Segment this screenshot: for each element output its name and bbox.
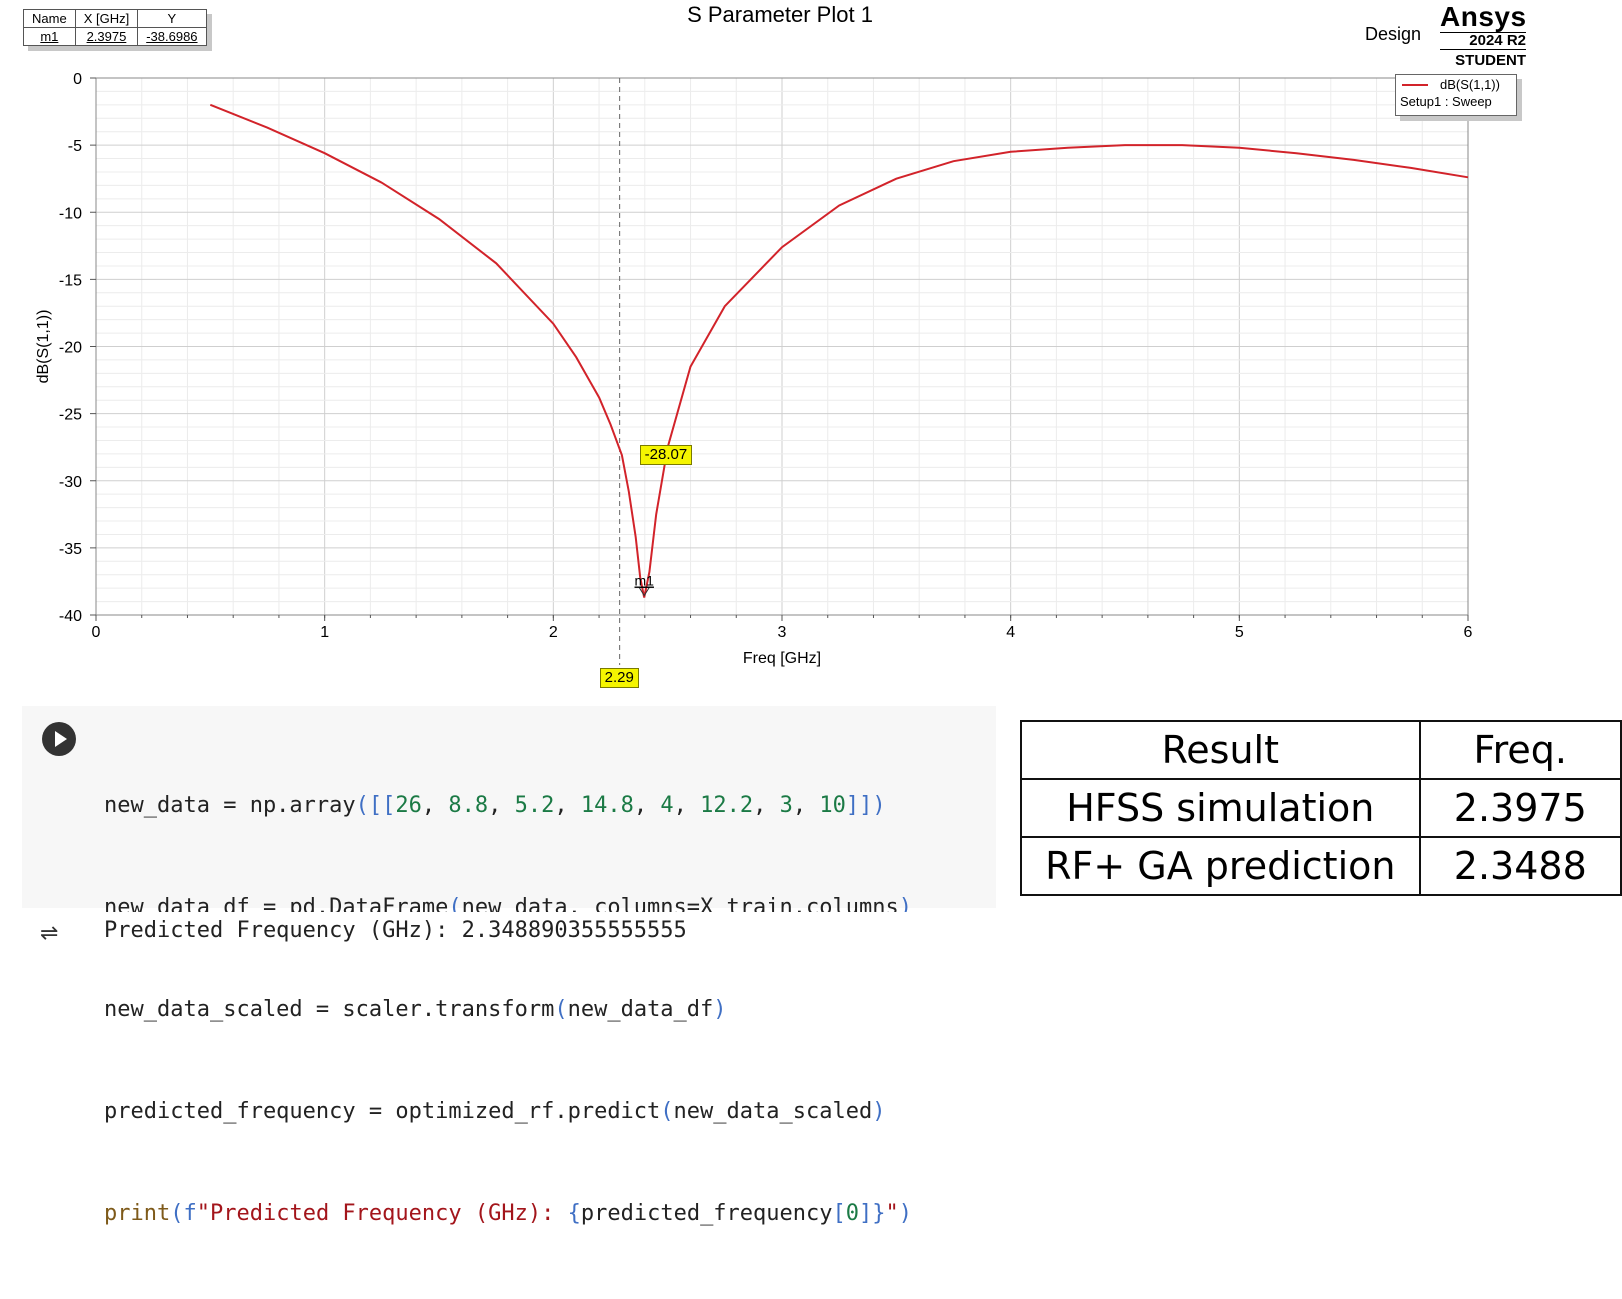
x-tick-label: 1 <box>320 624 329 641</box>
marker-name[interactable]: m1 <box>23 27 76 46</box>
result-row-label: RF+ GA prediction <box>1020 836 1421 896</box>
marker-label: m1 <box>635 573 655 589</box>
code-line-3: new_data_scaled = scaler.transform(new_d… <box>104 997 727 1022</box>
marker-table: Name X [GHz] Y m1 2.3975 -38.6986 <box>23 9 207 46</box>
result-table-header: Result Freq. <box>1020 720 1622 780</box>
series-line-dbs11[interactable] <box>209 103 1469 598</box>
legend-series-name: dB(S(1,1)) <box>1440 77 1500 92</box>
result-row-value: 2.3488 <box>1418 836 1622 896</box>
ansys-logo: Ansys 2024 R2 STUDENT <box>1440 2 1526 72</box>
x-axis-label: Freq [GHz] <box>743 650 821 667</box>
output-toggle-icon[interactable]: ⇌ <box>40 920 59 945</box>
result-row: HFSS simulation 2.3975 <box>1020 778 1622 838</box>
chart-grid <box>95 77 1469 616</box>
x-tick-label: 5 <box>1235 624 1244 641</box>
x-tick-label: 2 <box>549 624 558 641</box>
plot-title: S Parameter Plot 1 <box>687 2 873 27</box>
code-line-5: print(f"Predicted Frequency (GHz): {pred… <box>104 1201 913 1226</box>
marker-x-value: 2.3975 <box>74 27 139 46</box>
result-table: Result Freq. HFSS simulation 2.3975 RF+ … <box>1020 720 1622 896</box>
x-tick-label: 3 <box>778 624 787 641</box>
result-row-label: HFSS simulation <box>1020 778 1421 838</box>
code-cell[interactable]: new_data = np.array([[26, 8.8, 5.2, 14.8… <box>22 706 996 1226</box>
y-axis-label: dB(S(1,1)) <box>35 310 52 384</box>
marker-header-name: Name <box>23 9 76 28</box>
cursor-x-readout: 2.29 <box>599 668 639 688</box>
marker-triangle <box>638 587 651 597</box>
y-tick-label: -5 <box>68 138 82 155</box>
output-text: Predicted Frequency (GHz): 2.34889035555… <box>104 918 687 943</box>
marker-table-header: Name X [GHz] Y <box>23 9 207 28</box>
design-label: Design <box>1365 24 1422 44</box>
brand-edition: STUDENT <box>1455 52 1526 69</box>
y-tick-label: -10 <box>59 205 82 222</box>
legend-line-swatch <box>1402 84 1428 86</box>
y-tick-label: -20 <box>59 340 82 357</box>
legend-setup-name: Setup1 : Sweep <box>1400 94 1492 109</box>
brand-version: 2024 R2 <box>1440 32 1526 50</box>
y-tick-label: -40 <box>59 608 82 625</box>
chart-legend[interactable]: dB(S(1,1)) Setup1 : Sweep <box>1395 74 1517 116</box>
marker-y-value: -38.6986 <box>137 27 207 46</box>
cell-output: ⇌ Predicted Frequency (GHz): 2.348890355… <box>22 912 1022 948</box>
s-parameter-chart[interactable]: 0 1 2 3 4 5 6 0 -5 -10 -15 -20 -25 -30 -35 -40 m1 Freq … <box>0 0 1622 700</box>
result-row-value: 2.3975 <box>1418 778 1622 838</box>
chart-ticks: 0 1 2 3 4 5 6 0 -5 -10 -15 -20 -25 -30 -35 -40 <box>59 71 1473 641</box>
code-editor[interactable]: new_data = np.array([[26, 8.8, 5.2, 14.8… <box>104 721 912 1299</box>
code-line-4: predicted_frequency = optimized_rf.predi… <box>104 1099 886 1124</box>
code-line-1: new_data = np.array([[26, 8.8, 5.2, 14.8… <box>104 793 886 818</box>
cursor-y-readout: -28.07 <box>639 444 693 465</box>
y-tick-label: 0 <box>73 71 82 88</box>
result-header-result: Result <box>1020 720 1421 780</box>
result-row: RF+ GA prediction 2.3488 <box>1020 836 1622 896</box>
x-tick-label: 0 <box>92 624 101 641</box>
result-header-freq: Freq. <box>1418 720 1622 780</box>
x-tick-label: 4 <box>1006 624 1015 641</box>
marker-table-row[interactable]: m1 2.3975 -38.6986 <box>23 27 207 46</box>
y-tick-label: -35 <box>59 541 82 558</box>
x-tick-label: 6 <box>1464 624 1473 641</box>
y-tick-label: -15 <box>59 272 82 289</box>
brand-name: Ansys <box>1440 1 1527 32</box>
y-tick-label: -25 <box>59 407 82 424</box>
marker-m1[interactable]: m1 <box>635 573 655 597</box>
y-tick-label: -30 <box>59 474 82 491</box>
run-cell-button[interactable] <box>42 722 76 756</box>
